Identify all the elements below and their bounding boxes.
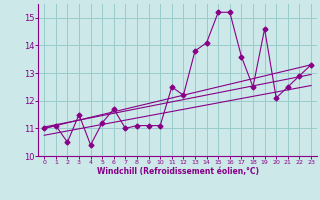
X-axis label: Windchill (Refroidissement éolien,°C): Windchill (Refroidissement éolien,°C) <box>97 167 259 176</box>
